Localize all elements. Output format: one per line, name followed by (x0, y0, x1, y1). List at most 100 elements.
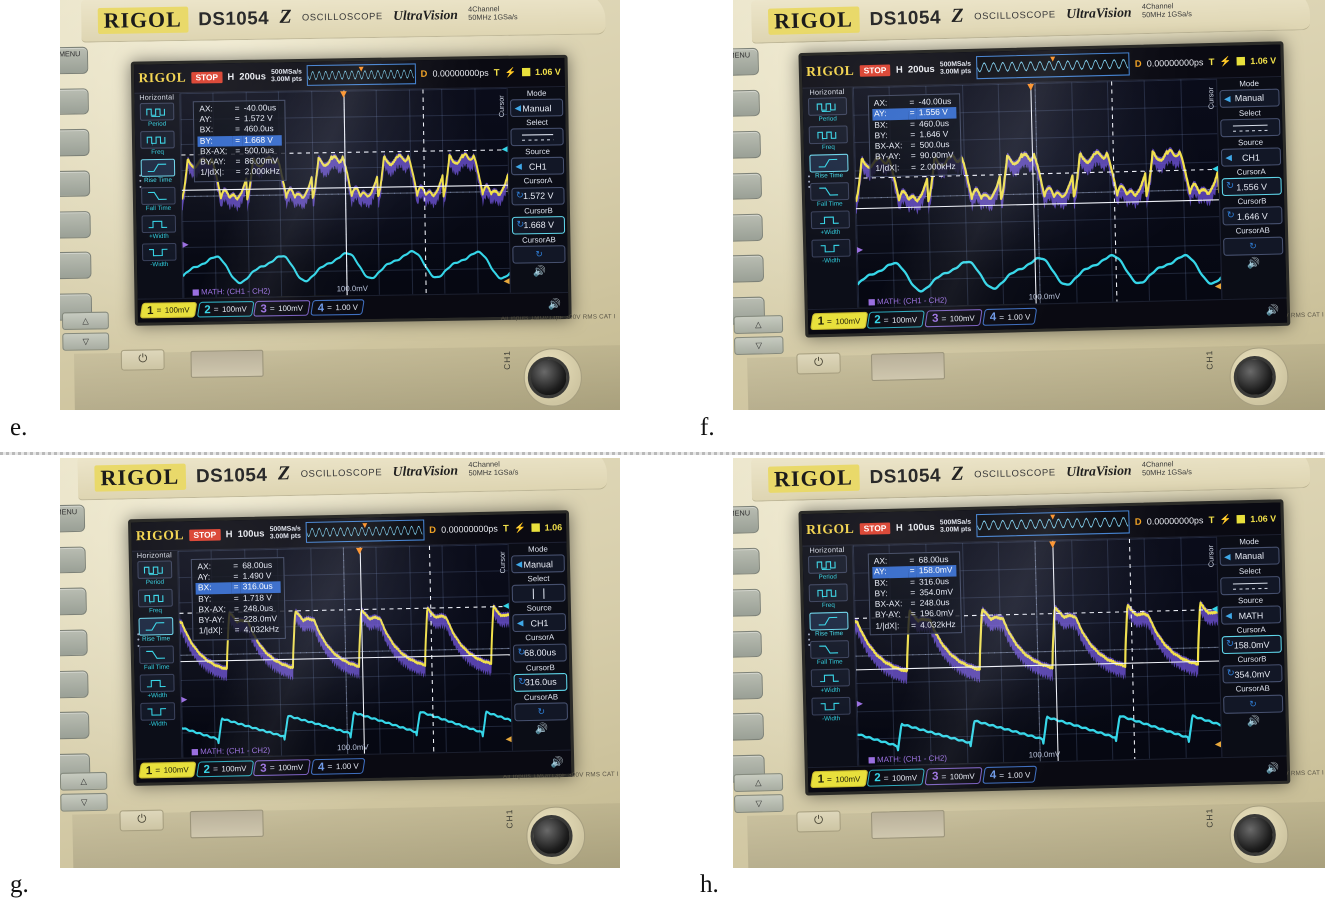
rail-item-width[interactable]: -Width (141, 243, 177, 271)
rail-item-risetime[interactable]: Rise Time (140, 158, 176, 187)
bezel-softkey-4[interactable] (60, 169, 90, 198)
rail-item-period[interactable]: Period (807, 96, 847, 125)
channel-chip-1[interactable]: 1 = 100mV (138, 761, 197, 780)
softkey-cursor-a[interactable]: CursorA ↻ 68.00us (513, 632, 568, 663)
bezel-softkey-5[interactable] (733, 213, 763, 242)
run-state-badge[interactable]: STOP (189, 528, 221, 541)
channel-chip-4[interactable]: 4 = 1.00 V (310, 758, 366, 776)
trigger-marker-icon[interactable]: ▼ (337, 88, 350, 102)
softkey-select-value-box[interactable] (510, 127, 564, 147)
run-state-badge[interactable]: STOP (191, 71, 223, 84)
bezel-softkey-2[interactable] (60, 87, 89, 116)
rail-item-falltime[interactable]: Fall Time (138, 645, 175, 674)
softkey-source-value-box[interactable]: ◀ CH1 (1221, 147, 1281, 167)
softkey-source[interactable]: Source ◀ CH1 (1221, 137, 1281, 167)
channel-chip-2[interactable]: 2 = 100mV (195, 760, 254, 779)
rail-item-period[interactable]: Period (137, 560, 173, 589)
run-state-badge[interactable]: STOP (859, 64, 891, 77)
rail-item-risetime[interactable]: Rise Time (809, 153, 849, 182)
rail-item-period[interactable]: Period (139, 102, 175, 131)
arrow-up-icon[interactable]: △ (60, 772, 108, 792)
rail-item-falltime[interactable]: Fall Time (140, 186, 176, 215)
bezel-softkey-2[interactable] (733, 547, 760, 576)
bezel-softkey-3[interactable] (60, 128, 90, 157)
waveform-overview-strip[interactable]: ▼ (976, 510, 1130, 538)
math-ground-marker-icon[interactable]: ▶ (180, 694, 188, 705)
softkey-select[interactable]: Select (1220, 565, 1281, 596)
softkey-cursor-b-value-box[interactable]: ↻ 1.668 V (512, 215, 566, 235)
arrow-keypad[interactable]: △ ▽ (60, 772, 108, 815)
softkey-cursor-ab-value-box[interactable]: ↻ (1223, 236, 1283, 256)
timebase-value[interactable]: 100us (237, 528, 265, 540)
softkey-cursor-a-value-box[interactable]: ↻ 1.572 V (511, 186, 565, 205)
softkey-cursor-b[interactable]: CursorB ↻ 1.668 V (512, 205, 566, 235)
rail-item-width[interactable]: -Width (140, 702, 176, 730)
channel-chip-3[interactable]: 3 = 100mV (924, 309, 983, 329)
power-button[interactable]: ⏻ (796, 352, 841, 375)
softkey-source-value-box[interactable]: ◀ CH1 (512, 613, 567, 633)
graticule-area[interactable]: ▼ ▶ ◀ ◀ AX: = 68.00us AY: = 158.0mV BX: = 316.0us BY:… (852, 536, 1222, 767)
channel-chip-1[interactable]: 1 = 100mV (139, 302, 198, 320)
bezel-softkey-6[interactable] (733, 712, 764, 741)
trigger-marker-icon[interactable]: ▼ (1024, 80, 1037, 94)
bezel-softkey-1[interactable]: MENU (733, 505, 759, 534)
softkey-cursor-ab[interactable]: CursorAB ↻ (514, 692, 569, 722)
rail-item-falltime[interactable]: Fall Time (810, 181, 849, 210)
rail-item-freq[interactable]: f Freq (137, 588, 173, 617)
softkey-mode[interactable]: Mode ◀ Manual (511, 544, 566, 574)
softkey-cursor-a[interactable]: CursorA ↻ 158.0mV (1221, 624, 1282, 655)
bezel-softkey-6[interactable] (733, 254, 764, 283)
bezel-softkey-1[interactable]: MENU (60, 46, 88, 75)
bezel-softkey-1[interactable]: MENU (60, 504, 85, 533)
bezel-softkey-4[interactable] (733, 630, 762, 659)
softkey-mode-value-box[interactable]: ◀ Manual (1219, 546, 1280, 566)
rail-item-period[interactable]: Period (807, 554, 847, 583)
arrow-down-icon[interactable]: ▽ (733, 336, 784, 356)
arrow-down-icon[interactable]: ▽ (60, 793, 108, 813)
rail-item-freq[interactable]: f Freq (808, 125, 848, 153)
softkey-mode-value-box[interactable]: ◀ Manual (1219, 88, 1280, 108)
softkey-select-value-box[interactable] (511, 584, 566, 604)
softkey-select[interactable]: Select (511, 573, 566, 604)
softkey-mode[interactable]: Mode ◀ Manual (1219, 536, 1280, 566)
graticule-area[interactable]: ▼ ▶ ◀ ◀ AX: = -40.00us AY: = 1.572 V BX: = 460.0us BY… (179, 88, 511, 299)
graticule-area[interactable]: ▼ ▶ ◀ ◀ AX: = -40.00us AY: = 1.556 V BX: = 460.0us BY… (852, 78, 1222, 309)
softkey-cursor-ab-value-box[interactable]: ↻ (1223, 694, 1283, 714)
arrow-keypad[interactable]: △ ▽ (733, 315, 784, 358)
channel-chip-1[interactable]: 1 = 100mV (809, 312, 868, 331)
arrow-down-icon[interactable]: ▽ (733, 794, 784, 814)
timebase-value[interactable]: 200us (907, 63, 935, 75)
rail-item-freq[interactable]: f Freq (140, 130, 175, 159)
bezel-softkey-1[interactable]: MENU (733, 47, 759, 76)
softkey-mode[interactable]: Mode ◀ Manual (510, 88, 564, 118)
channel-chip-4[interactable]: 4 = 1.00 V (981, 766, 1038, 785)
channel-chip-1[interactable]: 1 = 100mV (809, 770, 868, 789)
channel-chip-4[interactable]: 4 = 1.00 V (310, 299, 366, 317)
graticule-area[interactable]: ▼ ▶ ◀ ◀ AX: = 68.00us AY: = 1.490 V BX: = 316.0us BY:… (177, 544, 513, 759)
bezel-softkey-2[interactable] (60, 546, 86, 574)
softkey-cursor-a[interactable]: CursorA ↻ 1.556 V (1221, 166, 1282, 197)
bezel-softkey-5[interactable] (60, 670, 89, 699)
bezel-softkey-4[interactable] (733, 172, 762, 201)
rail-item-freq[interactable]: f Freq (808, 583, 848, 611)
softkey-source[interactable]: Source ◀ MATH (1221, 595, 1281, 625)
softkey-select-value-box[interactable] (1220, 576, 1281, 596)
softkey-cursor-a-value-box[interactable]: ↻ 1.556 V (1221, 177, 1282, 197)
softkey-select[interactable]: Select (1220, 107, 1281, 138)
math-ground-marker-icon[interactable]: ▶ (856, 245, 864, 255)
arrow-keypad[interactable]: △ ▽ (733, 773, 784, 816)
power-button[interactable]: ⏻ (120, 349, 165, 371)
channel-chip-3[interactable]: 3 = 100mV (924, 767, 983, 787)
softkey-cursor-a[interactable]: CursorA ↻ 1.572 V (511, 176, 565, 205)
rail-item-width[interactable]: -Width (811, 696, 851, 725)
softkey-cursor-b-value-box[interactable]: ↻ 354.0mV (1222, 664, 1283, 684)
rail-item-width[interactable]: -Width (811, 238, 851, 267)
arrow-keypad[interactable]: △ ▽ (62, 312, 110, 354)
softkey-select-value-box[interactable] (1220, 118, 1281, 138)
channel-chip-2[interactable]: 2 = 100mV (196, 301, 254, 319)
softkey-mode-value-box[interactable]: ◀ Manual (510, 98, 564, 118)
rail-item-width[interactable]: +Width (810, 668, 850, 696)
bezel-softkey-6[interactable] (60, 711, 90, 740)
bnc-connector-ch1[interactable] (1233, 813, 1277, 857)
softkey-cursor-ab-value-box[interactable]: ↻ (512, 244, 566, 264)
